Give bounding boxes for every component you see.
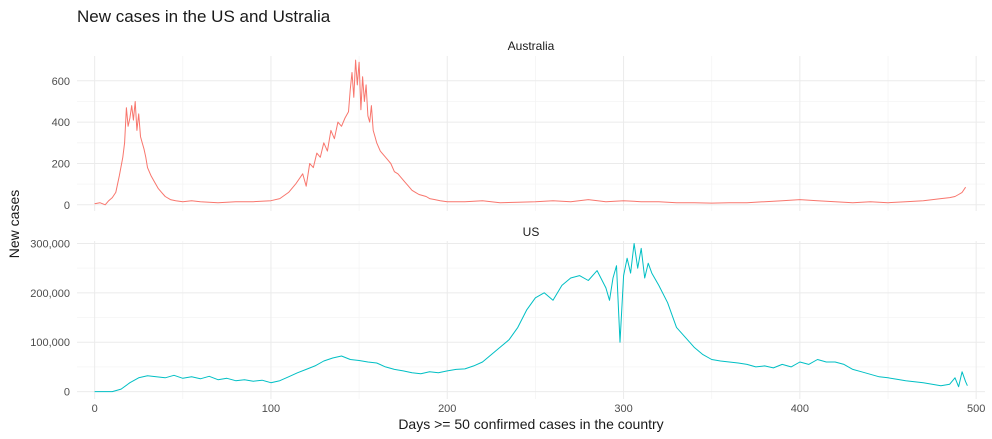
facet-strip-label: US — [523, 225, 540, 239]
y-tick-label: 0 — [64, 387, 70, 399]
x-tick-label: 400 — [791, 403, 809, 415]
facet-panel-australia: 0 200 400 600 Australia — [52, 39, 985, 212]
facet-strip-label: Australia — [508, 39, 555, 53]
y-tick-label: 0 — [64, 200, 70, 212]
x-axis-title: Days >= 50 confirmed cases in the countr… — [398, 416, 663, 432]
facets: 0 200 400 600 Australia 0 100,000 200,000 300,00… — [30, 39, 985, 399]
series-line-australia — [94, 59, 967, 206]
y-tick-label: 600 — [52, 76, 70, 88]
y-tick-label: 300,000 — [30, 238, 70, 250]
y-tick-label: 100,000 — [30, 337, 70, 349]
x-tick-label: 500 — [967, 403, 985, 415]
facet-panel-us: 0 100,000 200,000 300,000 US — [30, 225, 985, 399]
x-tick-label: 300 — [614, 403, 632, 415]
x-axis-ticks: 0 100 200 300 400 500 — [92, 403, 986, 415]
y-tick-label: 400 — [52, 117, 70, 129]
x-tick-label: 100 — [262, 403, 280, 415]
y-tick-label: 200,000 — [30, 288, 70, 300]
x-tick-label: 200 — [438, 403, 456, 415]
x-tick-label: 0 — [92, 403, 98, 415]
y-axis-title: New cases — [6, 190, 22, 258]
series-line-us — [94, 243, 968, 393]
chart-title: New cases in the US and Ustralia — [77, 7, 331, 26]
y-tick-label: 200 — [52, 158, 70, 170]
